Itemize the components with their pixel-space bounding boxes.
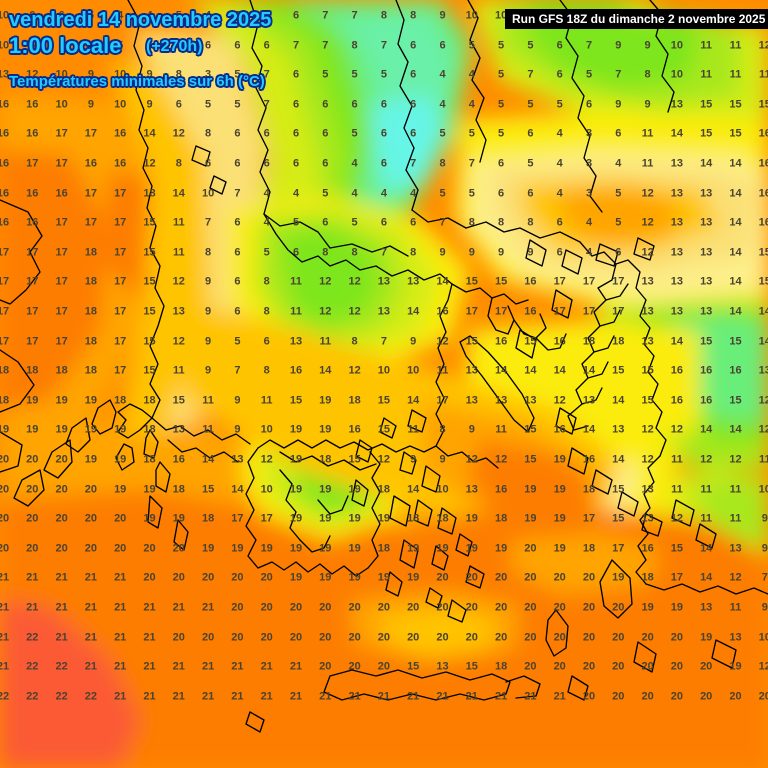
- forecast-date-label: vendredi 14 novembre 2025: [9, 9, 272, 31]
- forecast-offset-label: (+270h): [146, 38, 203, 55]
- model-run-badge: Run GFS 18Z du dimanche 2 novembre 2025: [505, 9, 768, 29]
- model-run-label: Run GFS 18Z du dimanche 2 novembre 2025: [512, 12, 766, 26]
- forecast-time-label: 1:00 locale: [9, 33, 122, 58]
- coastline-layer: [0, 0, 768, 733]
- colorbar-legend: (°C) Copyright 2025 Meteociel.fr -14-10-…: [0, 700, 768, 768]
- parameter-label: Températures minimales sur 6h (°C): [9, 73, 265, 90]
